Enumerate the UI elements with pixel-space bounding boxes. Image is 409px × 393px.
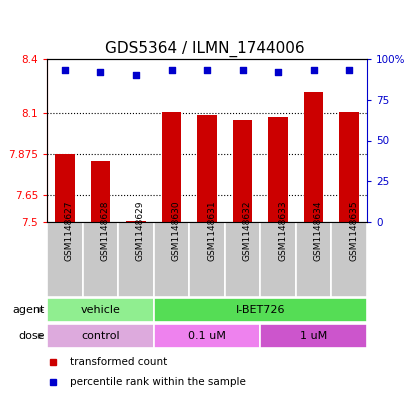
Text: dose: dose: [18, 331, 45, 341]
Text: GSM1148635: GSM1148635: [348, 201, 357, 261]
Point: [239, 67, 245, 73]
Bar: [153, 222, 189, 297]
Text: transformed count: transformed count: [70, 357, 166, 367]
Text: GSM1148627: GSM1148627: [65, 201, 74, 261]
Text: GSM1148634: GSM1148634: [313, 201, 322, 261]
Text: control: control: [81, 331, 119, 341]
Bar: [260, 222, 295, 297]
Point: [274, 69, 281, 75]
Bar: [189, 222, 224, 297]
Point: [310, 67, 316, 73]
Bar: [197, 115, 216, 222]
Bar: [260, 324, 366, 348]
Text: GSM1148633: GSM1148633: [277, 201, 286, 261]
Bar: [161, 112, 181, 222]
Text: GSM1148631: GSM1148631: [207, 201, 216, 261]
Text: I-BET726: I-BET726: [235, 305, 284, 315]
Bar: [90, 162, 110, 222]
Point: [133, 72, 139, 79]
Text: GSM1148628: GSM1148628: [100, 201, 109, 261]
Point: [61, 67, 68, 73]
Bar: [47, 298, 153, 322]
Point: [203, 67, 210, 73]
Bar: [339, 112, 358, 222]
Bar: [126, 221, 146, 222]
Text: GSM1148629: GSM1148629: [136, 201, 145, 261]
Text: vehicle: vehicle: [80, 305, 120, 315]
Bar: [267, 117, 287, 222]
Text: 1 uM: 1 uM: [299, 331, 326, 341]
Bar: [153, 324, 260, 348]
Text: GSM1148632: GSM1148632: [242, 201, 251, 261]
Bar: [153, 298, 366, 322]
Bar: [232, 120, 252, 222]
Text: percentile rank within the sample: percentile rank within the sample: [70, 377, 245, 387]
Bar: [83, 222, 118, 297]
Text: agent: agent: [13, 305, 45, 315]
Bar: [118, 222, 153, 297]
Bar: [55, 154, 74, 222]
Text: GDS5364 / ILMN_1744006: GDS5364 / ILMN_1744006: [105, 41, 304, 57]
Point: [168, 67, 174, 73]
Text: GSM1148630: GSM1148630: [171, 201, 180, 261]
Point: [345, 67, 352, 73]
Bar: [224, 222, 260, 297]
Bar: [330, 222, 366, 297]
Bar: [47, 324, 153, 348]
Bar: [47, 222, 83, 297]
Bar: [303, 92, 323, 222]
Point: [97, 69, 103, 75]
Text: 0.1 uM: 0.1 uM: [188, 331, 225, 341]
Bar: [295, 222, 330, 297]
